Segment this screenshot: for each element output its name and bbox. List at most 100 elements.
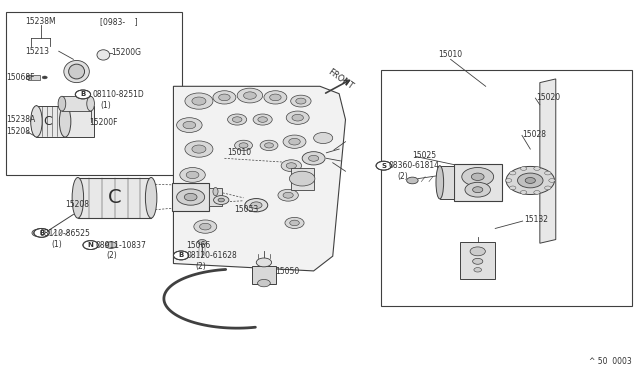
Circle shape — [376, 161, 392, 170]
Circle shape — [219, 94, 230, 101]
Bar — [28, 75, 40, 80]
Ellipse shape — [97, 50, 109, 60]
Polygon shape — [173, 86, 346, 271]
Ellipse shape — [31, 106, 42, 137]
Circle shape — [278, 189, 298, 201]
Circle shape — [105, 242, 116, 248]
Circle shape — [258, 117, 268, 122]
Circle shape — [406, 177, 418, 184]
Circle shape — [218, 198, 225, 202]
Text: 15028: 15028 — [523, 130, 547, 139]
Text: 15010: 15010 — [228, 148, 252, 157]
Circle shape — [534, 190, 540, 194]
Bar — [172, 183, 209, 211]
Ellipse shape — [87, 96, 95, 111]
Text: 08110-8251D: 08110-8251D — [93, 90, 144, 99]
Circle shape — [34, 228, 49, 237]
Circle shape — [472, 187, 483, 193]
Text: B: B — [39, 230, 44, 236]
Circle shape — [193, 197, 205, 205]
Circle shape — [314, 132, 333, 144]
Circle shape — [42, 76, 47, 79]
Bar — [62, 96, 91, 111]
Text: 15066: 15066 — [186, 241, 211, 250]
Text: C: C — [44, 115, 52, 128]
Text: 15200G: 15200G — [111, 48, 141, 57]
Text: [0983-    ]: [0983- ] — [100, 17, 138, 26]
Text: (1): (1) — [100, 101, 111, 110]
Circle shape — [237, 88, 262, 103]
Circle shape — [186, 193, 212, 208]
Circle shape — [200, 223, 211, 230]
Circle shape — [520, 190, 527, 194]
Bar — [291, 167, 314, 190]
Bar — [460, 242, 495, 279]
Ellipse shape — [72, 177, 84, 218]
Circle shape — [472, 259, 483, 264]
Text: 08911-10837: 08911-10837 — [96, 241, 147, 250]
Circle shape — [509, 171, 516, 175]
Bar — [209, 188, 222, 206]
Circle shape — [548, 179, 555, 182]
Circle shape — [228, 114, 246, 125]
Circle shape — [264, 91, 287, 104]
Circle shape — [185, 141, 213, 157]
Text: 15238A: 15238A — [6, 115, 36, 124]
Text: S: S — [381, 163, 386, 169]
Circle shape — [214, 196, 229, 205]
Circle shape — [183, 121, 196, 129]
Circle shape — [281, 160, 301, 171]
Text: (2): (2) — [196, 262, 207, 270]
Bar — [252, 266, 276, 284]
Bar — [381, 70, 632, 306]
Circle shape — [302, 152, 325, 165]
Circle shape — [308, 155, 319, 161]
Text: 15050: 15050 — [275, 267, 300, 276]
Circle shape — [257, 279, 270, 287]
Circle shape — [244, 92, 256, 99]
Circle shape — [235, 140, 252, 151]
Circle shape — [198, 240, 207, 245]
Text: 15208: 15208 — [65, 200, 89, 209]
Circle shape — [173, 251, 189, 260]
Circle shape — [292, 114, 303, 121]
Circle shape — [465, 182, 490, 197]
Circle shape — [509, 186, 516, 190]
Text: 15200F: 15200F — [90, 118, 118, 127]
Circle shape — [290, 220, 300, 226]
Circle shape — [232, 117, 242, 122]
Circle shape — [471, 173, 484, 180]
Text: (2): (2) — [397, 171, 408, 180]
Circle shape — [506, 166, 554, 195]
Circle shape — [177, 189, 205, 205]
Circle shape — [260, 140, 278, 151]
Circle shape — [289, 171, 315, 186]
Circle shape — [253, 114, 272, 125]
Circle shape — [462, 167, 493, 186]
Circle shape — [286, 111, 309, 124]
Circle shape — [534, 167, 540, 170]
Circle shape — [245, 199, 268, 212]
Polygon shape — [540, 79, 556, 243]
Circle shape — [289, 138, 300, 145]
Circle shape — [177, 118, 202, 132]
Ellipse shape — [213, 187, 218, 196]
Text: 08120-61628: 08120-61628 — [186, 251, 237, 260]
Bar — [6, 13, 182, 175]
Circle shape — [180, 167, 205, 182]
Circle shape — [506, 179, 512, 182]
Text: 15208: 15208 — [6, 127, 31, 136]
Text: 15068F: 15068F — [6, 73, 35, 81]
Text: 08110-86525: 08110-86525 — [40, 230, 90, 238]
Text: N: N — [88, 242, 93, 248]
Ellipse shape — [26, 75, 30, 80]
Text: (2): (2) — [106, 251, 117, 260]
Circle shape — [291, 95, 311, 107]
Circle shape — [192, 97, 206, 105]
Text: FRONT: FRONT — [326, 67, 355, 91]
Ellipse shape — [68, 64, 84, 79]
Bar — [78, 177, 151, 218]
Circle shape — [474, 267, 481, 272]
Ellipse shape — [436, 166, 444, 199]
Ellipse shape — [145, 177, 157, 218]
